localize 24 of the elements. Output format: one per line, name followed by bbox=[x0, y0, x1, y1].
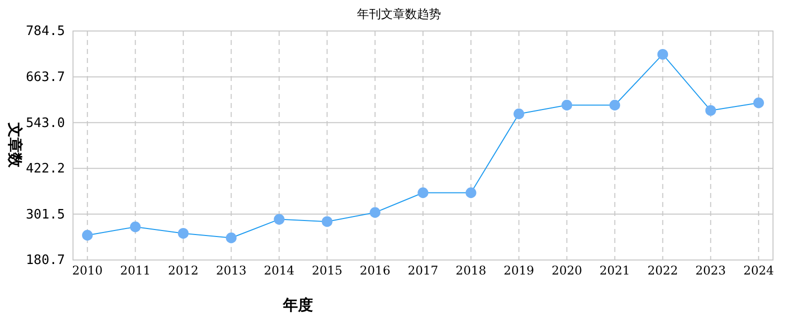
x-tick-label: 2012 bbox=[168, 264, 199, 278]
x-tick-label: 2020 bbox=[552, 264, 582, 278]
y-tick-label: 784.5 bbox=[26, 24, 65, 40]
x-tick-label: 2019 bbox=[504, 264, 534, 278]
chart-title: 年刊文章数趋势 bbox=[357, 7, 441, 21]
y-tick-label: 543.0 bbox=[26, 116, 65, 131]
x-tick-label: 2024 bbox=[743, 264, 774, 278]
x-tick-label: 2014 bbox=[264, 264, 295, 278]
y-tick-label: 180.7 bbox=[26, 253, 65, 268]
y-tick-label: 301.5 bbox=[26, 207, 65, 222]
x-tick-label: 2017 bbox=[408, 264, 438, 278]
x-tick-label: 2010 bbox=[72, 264, 103, 278]
x-axis-title: 年度 bbox=[282, 296, 313, 314]
y-axis-title: 文章数 bbox=[6, 122, 24, 168]
y-tick-label: 663.7 bbox=[26, 70, 65, 85]
x-tick-label: 2021 bbox=[600, 264, 630, 278]
x-tick-label: 2015 bbox=[312, 264, 342, 278]
x-tick-label: 2011 bbox=[120, 264, 151, 278]
x-tick-label: 2022 bbox=[647, 264, 678, 278]
y-tick-label: 422.2 bbox=[26, 162, 65, 177]
x-tick-label: 2023 bbox=[695, 264, 726, 278]
x-tick-label: 2013 bbox=[216, 264, 246, 278]
x-tick-label: 2016 bbox=[360, 264, 390, 278]
x-tick-label: 2018 bbox=[456, 264, 486, 278]
